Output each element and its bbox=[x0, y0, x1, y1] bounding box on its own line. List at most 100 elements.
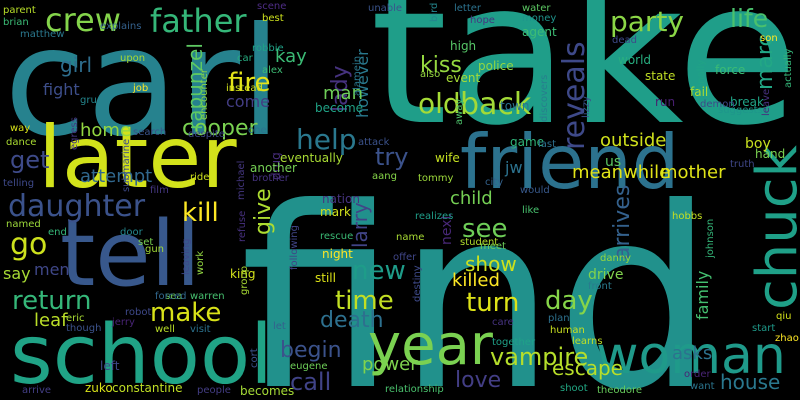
word: truth bbox=[730, 159, 755, 170]
word: leaving bbox=[181, 238, 192, 275]
word: arrive bbox=[22, 385, 52, 396]
word: telling bbox=[3, 178, 35, 189]
word: family bbox=[693, 270, 712, 320]
word: house bbox=[720, 370, 781, 394]
word: gun bbox=[145, 244, 165, 255]
word: cooper bbox=[182, 116, 258, 141]
word: scene bbox=[257, 1, 287, 12]
word: gru bbox=[80, 95, 97, 106]
word: actually bbox=[783, 48, 794, 89]
word: state bbox=[645, 69, 676, 83]
word: student bbox=[460, 237, 499, 248]
word: theodore bbox=[597, 385, 643, 396]
word: kiss bbox=[420, 53, 462, 78]
word: search bbox=[133, 127, 167, 138]
word: forced bbox=[155, 291, 187, 302]
word: want bbox=[690, 381, 715, 392]
word: fire bbox=[228, 68, 271, 98]
word: demon bbox=[700, 99, 735, 110]
word: daughter bbox=[8, 189, 146, 224]
word: man bbox=[323, 83, 363, 104]
word: break bbox=[730, 95, 764, 109]
word: alex bbox=[262, 65, 283, 76]
word: lizzy bbox=[581, 96, 592, 118]
word: becomes bbox=[240, 384, 295, 398]
word: leaf bbox=[34, 310, 68, 331]
word: instead bbox=[226, 83, 263, 94]
word: kill bbox=[182, 198, 219, 228]
word: high bbox=[450, 39, 477, 53]
word: year bbox=[368, 313, 493, 378]
word: old bbox=[418, 87, 461, 120]
word: run bbox=[655, 95, 676, 109]
word: zhao bbox=[775, 333, 799, 344]
word: offer bbox=[393, 252, 417, 263]
word: zuko bbox=[85, 381, 113, 395]
word: finally bbox=[696, 59, 707, 90]
word: matthew bbox=[20, 29, 65, 40]
word: force bbox=[715, 63, 746, 77]
word: hope bbox=[470, 15, 495, 26]
word: leave bbox=[761, 88, 772, 116]
word: mother bbox=[660, 162, 726, 183]
word: escape bbox=[552, 356, 623, 380]
word: try bbox=[375, 143, 409, 171]
word: girl bbox=[60, 53, 93, 77]
word: see bbox=[462, 214, 508, 244]
word: robbie bbox=[252, 43, 284, 54]
word: also bbox=[420, 69, 441, 80]
word: woman bbox=[596, 326, 786, 386]
word: constantine bbox=[112, 381, 183, 395]
word: arrives bbox=[610, 184, 635, 260]
word: way bbox=[10, 123, 31, 134]
word: asks bbox=[672, 343, 713, 364]
word: men bbox=[34, 260, 70, 279]
word: name bbox=[396, 232, 425, 243]
word: day bbox=[545, 286, 593, 316]
word: refuse bbox=[237, 210, 248, 242]
word: realizes bbox=[415, 211, 454, 222]
word: brian bbox=[3, 17, 29, 28]
word: left bbox=[100, 359, 120, 373]
word: despite bbox=[188, 129, 225, 140]
word: job bbox=[133, 83, 149, 94]
word: meanwhile bbox=[572, 162, 671, 183]
word: city bbox=[485, 177, 504, 188]
word: friend bbox=[460, 118, 680, 206]
word: people bbox=[197, 385, 231, 396]
word: world bbox=[618, 53, 652, 67]
word: hand bbox=[755, 147, 786, 161]
word: still bbox=[315, 271, 336, 285]
word: following bbox=[289, 225, 300, 270]
word: eventually bbox=[280, 151, 343, 165]
word: start bbox=[752, 323, 776, 334]
word: money bbox=[522, 13, 557, 24]
word: parent bbox=[3, 5, 36, 16]
word: call bbox=[290, 368, 332, 396]
word: order bbox=[684, 369, 711, 380]
word: attempt bbox=[80, 166, 153, 187]
word: say bbox=[3, 264, 31, 283]
word: named bbox=[6, 219, 41, 230]
word: visit bbox=[190, 324, 211, 335]
word: mark bbox=[320, 205, 351, 219]
word: destiny bbox=[412, 265, 423, 302]
word: turn bbox=[466, 288, 520, 318]
word: encounter bbox=[199, 69, 210, 120]
word: time bbox=[335, 286, 394, 316]
word: care bbox=[492, 317, 514, 328]
word: unable bbox=[368, 3, 403, 14]
word: back bbox=[460, 87, 532, 122]
word: eric bbox=[66, 313, 85, 324]
word: game bbox=[510, 135, 545, 149]
word: film bbox=[150, 185, 169, 196]
word: boy bbox=[745, 136, 771, 152]
word: drive bbox=[588, 267, 624, 283]
word: vampire bbox=[490, 343, 589, 371]
word: another bbox=[250, 161, 297, 175]
word: become bbox=[315, 101, 364, 115]
word: end bbox=[48, 227, 67, 238]
word: killed bbox=[452, 270, 500, 291]
word: love bbox=[455, 368, 502, 393]
word: come bbox=[226, 92, 271, 111]
